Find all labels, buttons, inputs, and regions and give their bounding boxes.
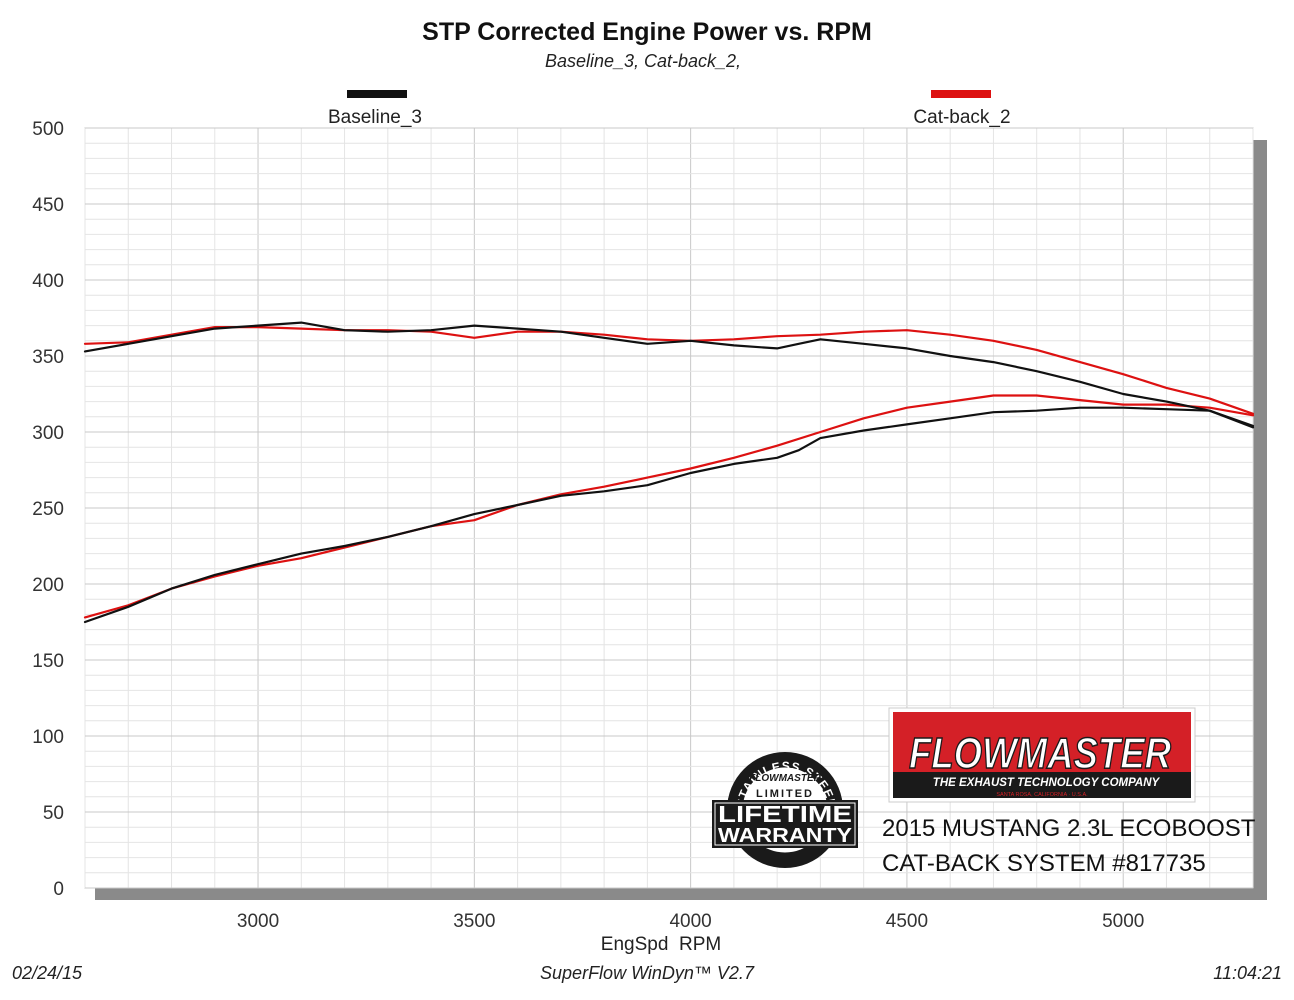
series-line-baseline-3-torque (83, 321, 1255, 427)
y-tick-label: 50 (43, 803, 64, 824)
badge-lifetime: LIFETIME (718, 801, 852, 827)
warranty-badge: STAINLESS STEEL FLOWMASTER LIMITED LIFET… (712, 752, 858, 868)
series-line-cat-back-2-power (83, 394, 1255, 619)
series-line-baseline-3-power (83, 406, 1255, 624)
y-tick-label: 0 (53, 879, 64, 900)
series-line-cat-back-2-torque (83, 326, 1255, 415)
y-tick-label: 150 (32, 651, 64, 672)
x-tick-label: 4000 (669, 911, 711, 932)
y-tick-label: 100 (32, 727, 64, 748)
legend: Baseline_3 Cat-back_2 (328, 90, 1011, 128)
legend-label-baseline: Baseline_3 (328, 107, 422, 128)
x-tick-label: 3500 (453, 911, 495, 932)
chart-title: STP Corrected Engine Power vs. RPM (422, 18, 872, 46)
legend-swatch-catback (931, 90, 991, 98)
y-tick-label: 350 (32, 347, 64, 368)
y-tick-label: 250 (32, 499, 64, 520)
caption-line-1: 2015 MUSTANG 2.3L ECOBOOST (882, 815, 1256, 842)
logo-red-bar (893, 712, 1191, 772)
logo-tagline: THE EXHAUST TECHNOLOGY COMPANY (933, 777, 1161, 789)
footer-date: 02/24/15 (12, 963, 83, 983)
footer-time: 11:04:21 (1213, 963, 1282, 983)
badge-band (712, 800, 858, 848)
caption-line-2: CAT-BACK SYSTEM #817735 (882, 850, 1206, 877)
badge-brand: FLOWMASTER (749, 773, 821, 784)
flowmaster-logo: FLOWMASTER THE EXHAUST TECHNOLOGY COMPAN… (888, 707, 1196, 803)
y-tick-label: 450 (32, 195, 64, 216)
chart-subtitle: Baseline_3, Cat-back_2, (545, 51, 741, 71)
grid (84, 127, 1254, 889)
footer-software: SuperFlow WinDyn™ V2.7 (540, 963, 755, 983)
logo-dark-bar (893, 772, 1191, 798)
x-axis-ticks: 3000 3500 4000 4500 5000 (237, 911, 1144, 932)
legend-label-catback: Cat-back_2 (913, 107, 1010, 128)
y-axis-ticks: 0 50 100 150 200 250 300 350 400 450 500 (32, 119, 64, 900)
y-tick-label: 200 (32, 575, 64, 596)
x-tick-label: 3000 (237, 911, 279, 932)
logo-wordmark: FLOWMASTER (909, 729, 1171, 778)
y-tick-label: 500 (32, 119, 64, 140)
logo-location: SANTA ROSA, CALIFORNIA · U.S.A. (996, 792, 1088, 798)
x-axis-label: EngSpd RPM (601, 934, 721, 955)
y-tick-label: 400 (32, 271, 64, 292)
y-tick-label: 300 (32, 423, 64, 444)
x-tick-label: 4500 (886, 911, 928, 932)
badge-limited: LIMITED (756, 788, 814, 800)
badge-warranty: WARRANTY (718, 825, 853, 847)
x-tick-label: 5000 (1102, 911, 1144, 932)
legend-swatch-baseline (347, 90, 407, 98)
series-lines (83, 321, 1255, 624)
